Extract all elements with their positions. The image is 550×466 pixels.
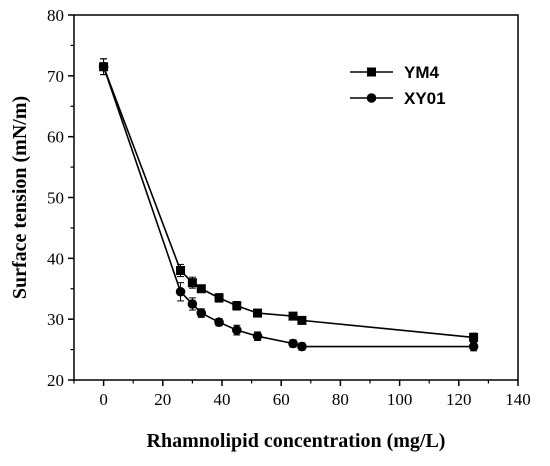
y-axis: 20 30 40 50 60 70 80: [47, 6, 74, 390]
data-point: [468, 341, 479, 352]
data-point: [232, 325, 242, 335]
y-tick-label: 30: [47, 310, 64, 329]
legend-item-xy01: XY01: [350, 89, 446, 108]
series-line: [102, 66, 474, 348]
legend-label: YM4: [404, 63, 440, 82]
data-point: [252, 331, 263, 342]
data-point: [469, 332, 479, 342]
data-point: [232, 301, 242, 311]
data-point: [214, 317, 224, 328]
legend-label: XY01: [404, 89, 446, 108]
data-point: [253, 308, 263, 318]
legend: YM4 XY01: [350, 63, 446, 108]
y-tick-label: 20: [47, 371, 64, 390]
data-point: [187, 278, 197, 288]
data-point: [288, 311, 298, 321]
data-point: [175, 286, 186, 297]
x-tick-label: 20: [154, 390, 171, 409]
y-tick-label: 60: [47, 128, 64, 147]
data-point: [214, 293, 224, 303]
y-tick-label: 80: [47, 6, 64, 25]
x-tick-label: 80: [332, 390, 349, 409]
data-point: [297, 315, 307, 325]
y-tick-label: 50: [47, 189, 64, 208]
data-point: [196, 308, 207, 318]
x-axis: 0 20 40 60 80 100 120 140: [73, 380, 531, 409]
y-tick-label: 70: [47, 67, 64, 86]
legend-item-ym4: YM4: [350, 63, 440, 82]
x-tick-label: 60: [273, 390, 290, 409]
x-tick-label: 100: [387, 390, 413, 409]
data-point: [196, 284, 206, 294]
series-xy01: [98, 58, 479, 352]
legend-marker: [366, 93, 377, 103]
legend-marker: [367, 67, 376, 77]
plot-area: [73, 14, 519, 381]
data-point: [98, 61, 109, 72]
plot-frame: [73, 14, 519, 381]
x-tick-label: 140: [505, 390, 531, 409]
x-tick-label: 0: [99, 390, 108, 409]
data-point: [176, 266, 186, 275]
x-axis-title: Rhamnolipid concentration (mg/L): [147, 430, 446, 452]
data-point: [187, 299, 198, 309]
y-tick-label: 40: [47, 249, 64, 268]
x-tick-label: 40: [214, 390, 231, 409]
series-layer: [98, 58, 479, 352]
y-axis-title: Surface tension (mN/m): [9, 96, 31, 299]
series-ym4: [99, 58, 479, 343]
data-point: [297, 341, 307, 352]
x-tick-label: 120: [446, 390, 472, 409]
data-point: [288, 338, 298, 349]
